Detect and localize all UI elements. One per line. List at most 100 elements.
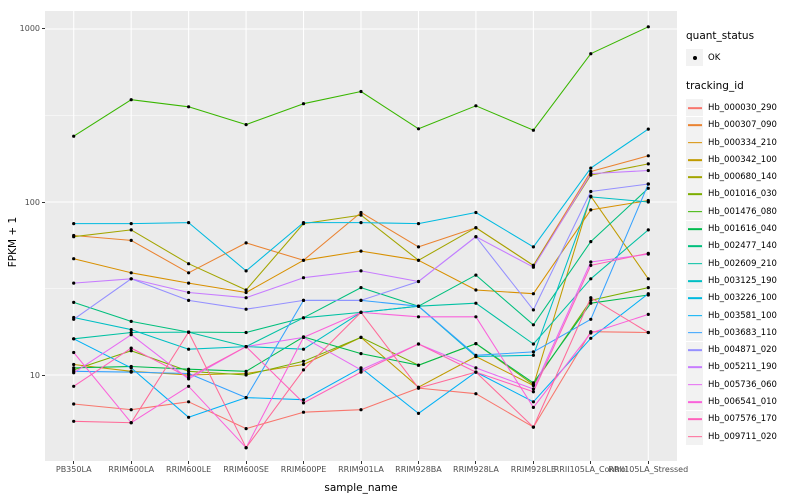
data-point-Hb_003683_110 [244,396,248,400]
legend-item: Hb_002609_210 [686,255,777,273]
data-point-Hb_009711_020 [531,425,535,429]
data-point-Hb_003226_100 [359,221,363,225]
y-tick-label: 10 [29,370,40,380]
legend-key-swatch [686,185,703,203]
data-point-Hb_000680_140 [244,288,248,292]
data-point-Hb_006541_010 [187,384,191,388]
x-tick-label: RRII105LA_Stressed [608,465,689,474]
data-point-Hb_003226_100 [72,222,76,226]
data-point-Hb_005211_190 [301,276,306,280]
x-tick-mark [647,461,649,464]
data-point-Hb_003581_100 [646,292,650,296]
data-point-Hb_000307_090 [646,154,650,158]
x-tick-label: RRIM928LE [510,465,556,474]
legend-key-swatch [686,168,703,186]
legend-item-label: Hb_000334_210 [708,137,777,148]
data-point-Hb_004871_020 [301,298,306,302]
data-point-Hb_006541_010 [474,315,478,319]
x-tick-mark [590,461,592,464]
data-point-Hb_006541_010 [531,405,535,409]
x-tick-label: RRII105LA_Control [553,465,628,474]
legend-item-label: Hb_001016_030 [708,189,777,200]
data-point-Hb_007576_170 [72,384,76,388]
legend-key-swatch [686,99,703,117]
legend-item: Hb_002477_140 [686,237,777,255]
data-point-Hb_005211_190 [129,277,133,281]
legend-line-icon [687,401,702,403]
data-point-Hb_007576_170 [359,370,363,374]
legend-item: Hb_001476_080 [686,203,777,221]
data-point-Hb_005211_190 [244,296,248,300]
data-point-Hb_002477_140 [244,330,248,335]
legend-key-swatch [686,220,703,238]
data-point-Hb_005211_190 [589,172,593,176]
data-point-Hb_002477_140 [129,319,133,323]
data-point-Hb_007576_170 [187,375,191,379]
data-point-Hb_000030_290 [129,408,133,412]
data-point-Hb_005736_060 [474,366,478,370]
legend-item-label: Hb_002609_210 [708,258,777,269]
data-point-Hb_001476_080 [646,25,650,29]
x-tick-mark [360,461,362,464]
x-tick-mark [245,461,247,464]
data-point-Hb_002477_140 [646,186,650,190]
data-point-Hb_004871_020 [72,317,76,321]
data-point-Hb_005736_060 [589,260,593,264]
legend-item: Hb_000030_290 [686,99,777,117]
x-tick-label: RRIM928BA [395,465,442,474]
legend-item-label: Hb_000680_140 [708,172,777,183]
x-tick-label: RRIM928LA [453,465,499,474]
point-marker-icon [692,55,697,60]
x-tick-mark [130,461,132,464]
data-point-Hb_002609_210 [301,316,306,320]
data-point-Hb_001476_080 [416,127,421,131]
legend-line-icon [687,176,702,178]
data-point-Hb_000680_140 [416,258,421,262]
data-point-Hb_000334_210 [187,281,191,285]
data-point-Hb_003125_190 [301,347,306,351]
data-point-Hb_000342_100 [301,362,306,367]
x-axis-title: sample_name [324,482,398,494]
legend-item: Hb_000334_210 [686,134,777,152]
data-point-Hb_003125_190 [646,200,650,204]
legend-item-label: Hb_006541_010 [708,396,777,407]
legend-key-swatch [686,393,703,411]
legend-key-swatch [686,151,703,169]
legend-key-swatch [686,272,703,290]
data-point-Hb_003581_100 [531,400,535,404]
data-point-Hb_000307_090 [416,245,421,249]
x-tick-label: RRIM600SE [223,465,269,474]
legend-key-swatch [686,289,703,307]
x-tick-label: RRIM901LA [338,465,384,474]
legend-line-icon [687,383,702,386]
data-point-Hb_001476_080 [72,134,76,138]
legend-key-swatch [686,358,703,376]
legend-item: Hb_004871_020 [686,341,777,359]
x-tick-label: RRIM600PE [280,465,327,474]
data-point-Hb_000334_210 [474,288,478,292]
data-point-Hb_003125_190 [187,347,191,351]
data-point-Hb_003581_100 [72,337,76,341]
data-point-Hb_001016_030 [359,335,363,339]
legend-key-swatch [686,376,703,394]
data-point-Hb_002477_140 [531,323,535,327]
data-point-Hb_005211_190 [416,279,421,284]
plot-panel [45,11,677,461]
data-point-Hb_001016_030 [646,286,650,290]
data-point-Hb_001616_040 [187,367,191,371]
data-point-Hb_007576_170 [301,401,306,405]
data-point-Hb_006541_010 [301,335,306,339]
data-point-Hb_000334_210 [531,292,535,296]
data-point-Hb_000030_290 [474,392,478,396]
data-point-Hb_001616_040 [589,301,593,305]
data-point-Hb_006541_010 [646,312,650,316]
data-point-Hb_002477_140 [589,240,593,244]
x-tick-mark [303,461,305,464]
legend-item-label: Hb_000342_100 [708,154,777,165]
legend-key-swatch [686,134,703,152]
data-point-Hb_002477_140 [474,273,478,277]
legend-line-icon [687,280,702,282]
data-point-Hb_000334_210 [589,208,593,212]
legend-line-icon [687,193,702,196]
data-point-Hb_003683_110 [129,370,133,374]
